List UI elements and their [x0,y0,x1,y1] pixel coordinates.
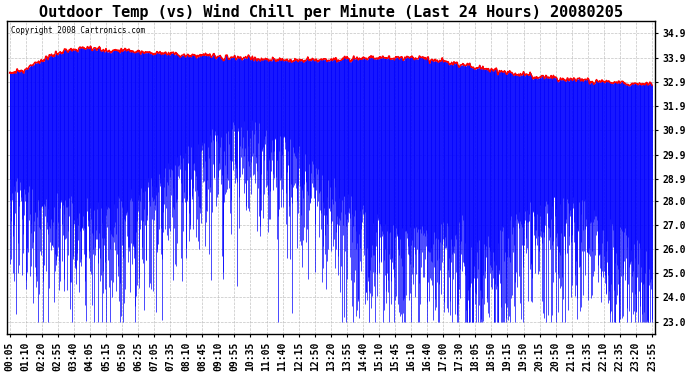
Text: Copyright 2008 Cartronics.com: Copyright 2008 Cartronics.com [10,26,145,35]
Title: Outdoor Temp (vs) Wind Chill per Minute (Last 24 Hours) 20080205: Outdoor Temp (vs) Wind Chill per Minute … [39,4,623,20]
